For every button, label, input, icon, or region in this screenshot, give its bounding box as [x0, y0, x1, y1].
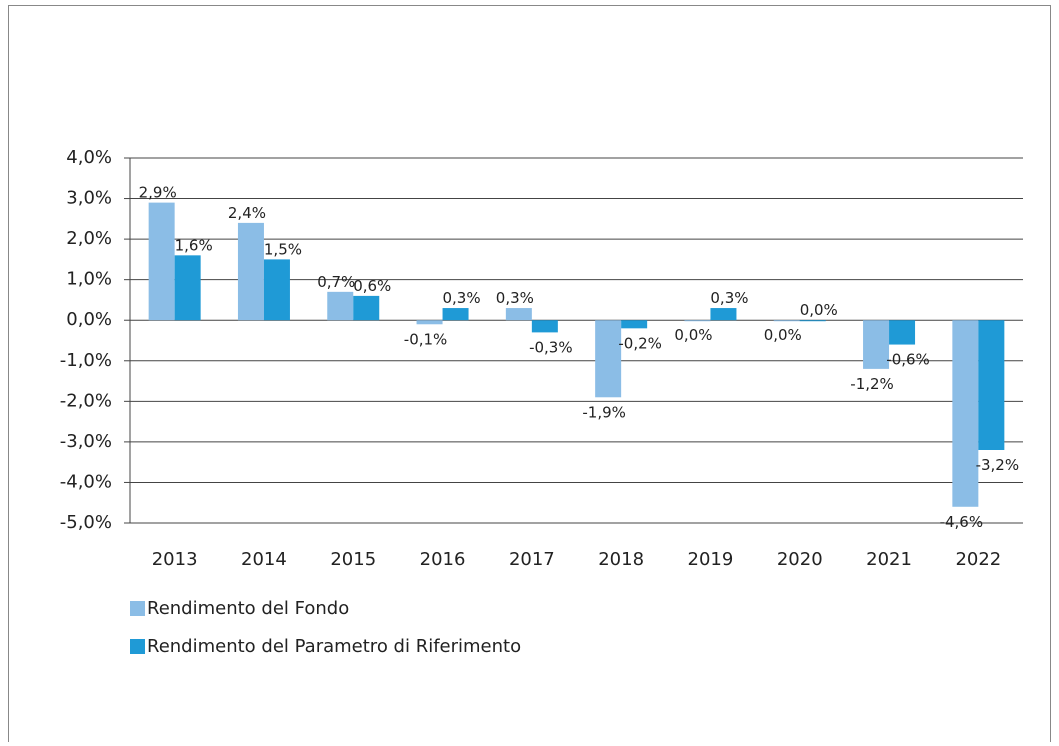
- bar: [327, 291, 354, 321]
- value-label: -4,6%: [940, 513, 984, 531]
- legend-swatch: [130, 639, 145, 654]
- value-label: 1,6%: [175, 236, 213, 254]
- value-label: -3,2%: [976, 456, 1020, 474]
- bar: [684, 320, 711, 322]
- value-label: 0,3%: [710, 289, 748, 307]
- x-tick-label: 2018: [598, 549, 644, 570]
- bar: [505, 308, 532, 321]
- bar: [237, 222, 264, 321]
- bar: [442, 308, 469, 321]
- bar: [952, 320, 979, 507]
- value-label: 0,0%: [800, 301, 838, 319]
- bar: [148, 202, 175, 321]
- x-tick-label: 2021: [866, 549, 912, 570]
- value-label: 1,5%: [264, 240, 302, 258]
- bar: [863, 320, 890, 369]
- bar: [174, 255, 201, 321]
- y-tick-label: 0,0%: [66, 309, 112, 330]
- legend-label: Rendimento del Fondo: [147, 598, 349, 619]
- bar: [978, 320, 1005, 450]
- bar: [799, 320, 826, 322]
- frame: [8, 5, 1051, 746]
- bar: [889, 320, 916, 345]
- value-label: -0,6%: [886, 351, 930, 369]
- x-tick-label: 2016: [420, 549, 466, 570]
- value-label: 0,0%: [674, 326, 712, 344]
- value-label: 2,9%: [139, 184, 177, 202]
- y-tick-label: -3,0%: [60, 431, 112, 452]
- bar: [416, 320, 443, 325]
- y-tick-label: 4,0%: [66, 147, 112, 168]
- value-label: 0,0%: [764, 326, 802, 344]
- value-label: 0,7%: [317, 273, 355, 291]
- x-tick-label: 2020: [777, 549, 823, 570]
- value-label: -0,1%: [404, 330, 448, 348]
- y-tick-label: -2,0%: [60, 390, 112, 411]
- x-tick-label: 2017: [509, 549, 555, 570]
- value-label: -0,3%: [529, 338, 573, 356]
- x-tick-label: 2014: [241, 549, 287, 570]
- bar: [353, 295, 380, 321]
- value-label: 0,3%: [496, 289, 534, 307]
- value-label: 0,3%: [442, 289, 480, 307]
- bar: [531, 320, 558, 333]
- x-tick-label: 2015: [330, 549, 376, 570]
- value-label: 2,4%: [228, 204, 266, 222]
- x-tick-label: 2019: [688, 549, 734, 570]
- value-label: -0,2%: [618, 334, 662, 352]
- bar: [263, 259, 290, 321]
- value-label: -1,9%: [582, 403, 626, 421]
- y-tick-label: 3,0%: [66, 188, 112, 209]
- legend-swatch: [130, 601, 145, 616]
- legend-label: Rendimento del Parametro di Riferimento: [147, 636, 521, 657]
- bar: [621, 320, 648, 329]
- y-tick-label: 2,0%: [66, 228, 112, 249]
- y-tick-label: -1,0%: [60, 350, 112, 371]
- bar: [710, 308, 737, 321]
- bar: [595, 320, 622, 398]
- x-tick-label: 2013: [152, 549, 198, 570]
- y-tick-label: -5,0%: [60, 512, 112, 533]
- value-label: 0,6%: [353, 277, 391, 295]
- bar: [773, 320, 800, 322]
- y-tick-label: 1,0%: [66, 269, 112, 290]
- x-tick-label: 2022: [955, 549, 1001, 570]
- y-tick-label: -4,0%: [60, 471, 112, 492]
- value-label: -1,2%: [850, 375, 894, 393]
